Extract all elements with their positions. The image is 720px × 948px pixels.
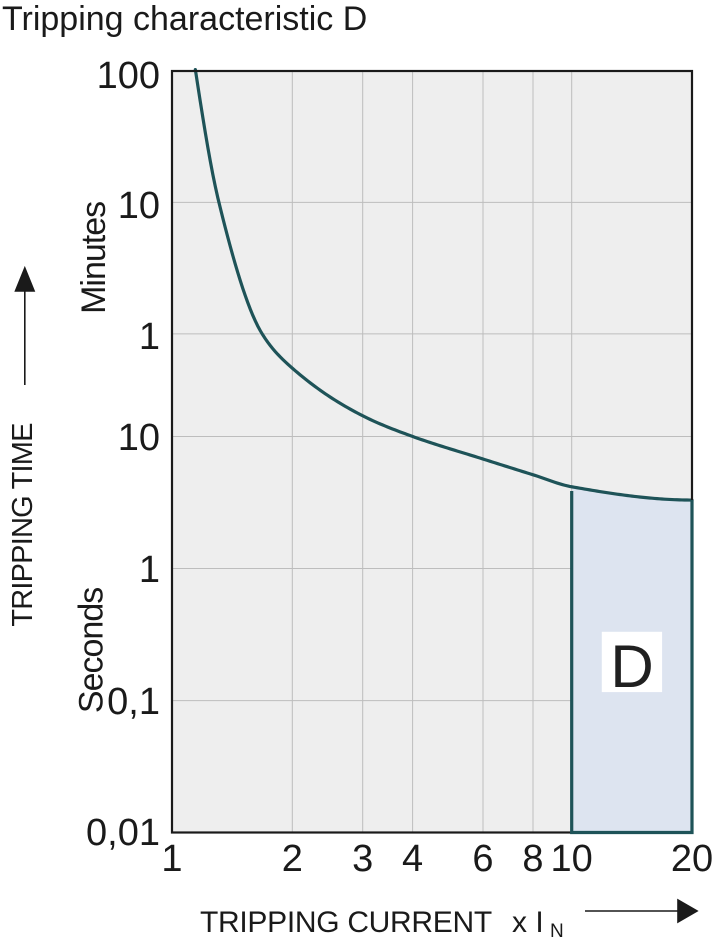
svg-text:1: 1 <box>161 838 182 880</box>
svg-text:6: 6 <box>472 838 493 880</box>
svg-text:100: 100 <box>97 55 160 97</box>
svg-text:TRIPPING TIME: TRIPPING TIME <box>7 423 39 627</box>
svg-text:Tripping characteristic D: Tripping characteristic D <box>2 0 367 38</box>
svg-text:x I: x I <box>512 906 544 939</box>
svg-text:2: 2 <box>282 838 303 880</box>
svg-text:20: 20 <box>671 838 713 880</box>
svg-text:TRIPPING CURRENT: TRIPPING CURRENT <box>200 906 492 939</box>
svg-text:1: 1 <box>139 316 160 358</box>
svg-text:10: 10 <box>118 417 160 459</box>
svg-text:10: 10 <box>551 838 593 880</box>
svg-text:Seconds: Seconds <box>73 588 111 713</box>
svg-text:0,1: 0,1 <box>107 681 160 723</box>
svg-text:1: 1 <box>139 549 160 591</box>
svg-text:4: 4 <box>402 838 423 880</box>
svg-text:8: 8 <box>522 838 543 880</box>
svg-text:3: 3 <box>352 838 373 880</box>
svg-text:N: N <box>550 921 564 942</box>
svg-text:D: D <box>610 633 653 700</box>
svg-text:0,01: 0,01 <box>86 812 160 854</box>
svg-text:10: 10 <box>118 185 160 227</box>
svg-text:Minutes: Minutes <box>75 202 113 314</box>
